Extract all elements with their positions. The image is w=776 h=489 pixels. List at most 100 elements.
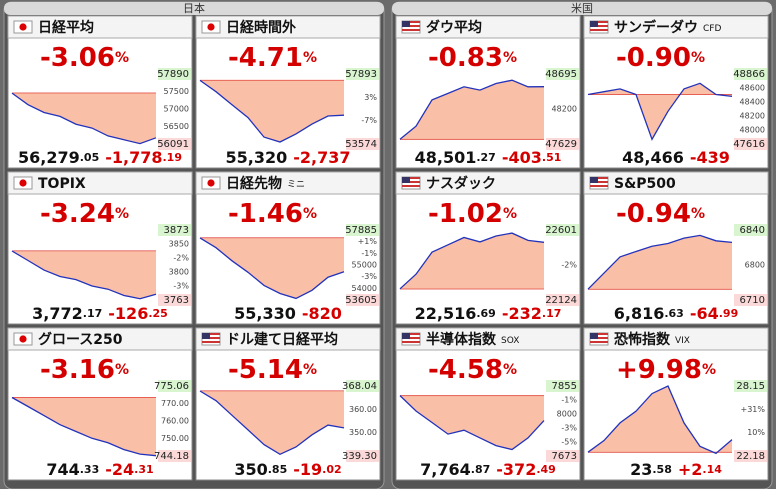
panel: ナスダック -1.02% 22601 22124 -2% 22,516.69 -232.17 xyxy=(395,171,581,325)
flag-canton xyxy=(402,21,410,27)
price-line xyxy=(587,82,733,141)
change: -372 xyxy=(496,460,536,479)
low-label-bg xyxy=(546,450,579,462)
price: 6,816 xyxy=(614,304,665,323)
low-label: 22.18 xyxy=(736,451,765,462)
axis-label: 750.00 xyxy=(161,434,189,443)
panel-name-text: サンデーダウ xyxy=(614,19,698,36)
group-tab xyxy=(392,2,772,15)
low-label: 47616 xyxy=(733,139,765,150)
change-percent-unit: % xyxy=(691,206,705,222)
panel-header xyxy=(583,327,769,351)
high-label-bg xyxy=(546,68,579,80)
price-area xyxy=(200,80,344,142)
change-percent: +9.98% xyxy=(616,355,716,385)
change-percent: -0.94% xyxy=(616,199,705,229)
flag xyxy=(201,332,221,346)
panel: 日経平均 -3.06% 57890 56091 57500 57000 56500 56,27… xyxy=(7,15,193,169)
panel-header xyxy=(583,171,769,195)
panel-name: 日経時間外 xyxy=(226,19,296,36)
axis-label: -1% xyxy=(561,396,577,405)
panel-subname: SOX xyxy=(501,336,519,346)
price-row: 6,816.63 -64.99 xyxy=(614,304,739,323)
axis-label: -1% xyxy=(361,249,377,258)
panel: 恐怖指数 VIX +9.98% 28.15 22.18 +31% 10% 23.58 +2.14 xyxy=(583,327,769,481)
panel-subname: VIX xyxy=(675,336,690,346)
flag-stripe xyxy=(402,177,420,179)
change-percent: -5.14% xyxy=(228,355,317,385)
panel: 日経時間外 -4.71% 57893 53574 3% -7% 55,320 -2,737 xyxy=(195,15,381,169)
high-label: 48866 xyxy=(733,69,765,80)
panel-name-text: ドル建て日経平均 xyxy=(226,331,338,348)
low-label-bg xyxy=(734,294,767,306)
price: 48,501 xyxy=(415,148,477,167)
panel-name: 恐怖指数 VIX xyxy=(614,331,690,348)
flag-sun xyxy=(19,179,27,187)
panel-name-text: 日経先物 xyxy=(226,175,282,192)
panel-name-text: S&P500 xyxy=(614,176,676,192)
price-decimals: .33 xyxy=(80,463,100,476)
change-percent-unit: % xyxy=(691,50,705,66)
axis-label: 8000 xyxy=(557,410,577,419)
change-decimals: .31 xyxy=(134,463,154,476)
flag-stripe xyxy=(402,341,420,343)
price-area xyxy=(200,237,344,299)
low-label: 7673 xyxy=(552,451,577,462)
low-label-bg xyxy=(346,450,379,462)
flag xyxy=(201,176,221,190)
change: -232 xyxy=(502,304,542,323)
axis-label: -3% xyxy=(561,424,577,433)
flag-canton xyxy=(590,177,598,183)
change-percent-value: -1.02 xyxy=(428,199,503,229)
price-row: 48,501.27 -403.51 xyxy=(415,148,562,167)
panel-name: グロース250 xyxy=(38,331,123,348)
panel-name-text: 日経平均 xyxy=(38,19,94,36)
price: 7,764 xyxy=(420,460,471,479)
change-percent-unit: % xyxy=(503,206,517,222)
flag-canton xyxy=(402,333,410,339)
low-label-bg xyxy=(158,294,191,306)
panel-header xyxy=(195,15,381,39)
change-percent: -3.16% xyxy=(40,355,129,385)
flag xyxy=(201,20,221,34)
change-percent-unit: % xyxy=(115,206,129,222)
price-row: 55,320 -2,737 xyxy=(226,148,351,167)
flag-sun xyxy=(207,23,215,31)
high-label: 28.15 xyxy=(736,381,765,392)
panel: サンデーダウ CFD -0.90% 48866 47616 48600 48400 48200… xyxy=(583,15,769,169)
panel-name: TOPIX xyxy=(38,176,86,192)
flag xyxy=(13,20,33,34)
flag-stripe xyxy=(590,21,608,23)
flag xyxy=(401,176,421,190)
high-label-bg xyxy=(158,224,191,236)
axis-label: 48600 xyxy=(740,84,765,93)
change-percent: -1.46% xyxy=(228,199,317,229)
high-label: 775.06 xyxy=(154,381,189,392)
flag-stripe xyxy=(590,341,608,343)
change-percent-unit: % xyxy=(303,206,317,222)
change-percent-unit: % xyxy=(115,362,129,378)
change-percent: -3.06% xyxy=(40,43,129,73)
panel: ドル建て日経平均 -5.14% 368.04 339.30 360.00 350.00 35… xyxy=(195,327,381,481)
change-decimals: .51 xyxy=(542,151,562,164)
panel: 日経先物 ミニ -1.46% 57885 53605 +1% -1% 55000 -3% 5400… xyxy=(195,171,381,325)
price-decimals: .27 xyxy=(476,151,496,164)
price: 55,330 xyxy=(234,304,296,323)
price-area xyxy=(12,251,156,299)
flag xyxy=(401,332,421,346)
high-label: 22601 xyxy=(545,225,577,236)
high-label: 3873 xyxy=(164,225,189,236)
change-percent-unit: % xyxy=(503,50,517,66)
panel-header xyxy=(395,15,581,39)
panel-name-text: ナスダック xyxy=(426,175,496,192)
panel-header xyxy=(395,171,581,195)
change-decimals: .17 xyxy=(542,307,562,320)
panel: TOPIX -3.24% 3873 3763 3850 -2% 3800 -3% 3,772.1… xyxy=(7,171,193,325)
flag xyxy=(589,20,609,34)
panel-header xyxy=(395,327,581,351)
low-label-bg xyxy=(346,138,379,150)
flag-sun xyxy=(19,23,27,31)
axis-label: +31% xyxy=(741,405,766,414)
panel: 半導体指数 SOX -4.58% 7855 7673 -1% 8000 -3% -5% 7,764… xyxy=(395,327,581,481)
change-percent-value: -4.71 xyxy=(228,43,303,73)
